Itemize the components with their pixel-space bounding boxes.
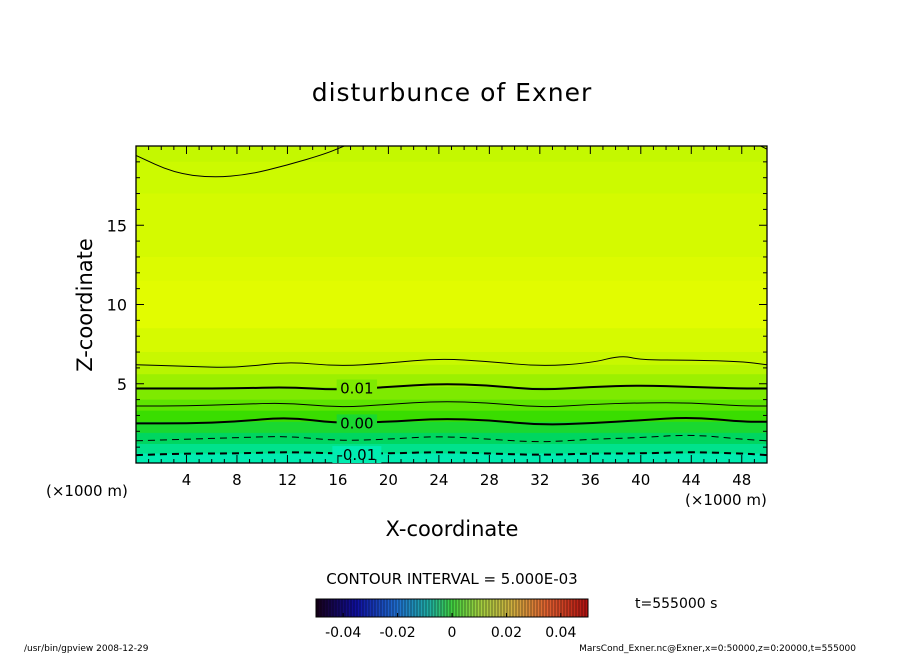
time-text: t=555000 s [635,596,717,612]
y-axis-label: Z-coordinate [73,238,97,372]
x-tick-label: 28 [480,471,499,489]
colorbar-tick-label: -0.02 [379,625,415,641]
x-axis-label: X-coordinate [386,517,519,541]
x-tick-label: 44 [682,471,701,489]
plot-area [136,146,767,463]
x-tick-label: 36 [581,471,600,489]
fill-band [136,374,767,388]
contour-label-bg [336,379,378,397]
fill-band [136,193,767,258]
chart-title: disturbunce of Exner [312,78,593,107]
fill-band [136,432,767,445]
contour-line [136,356,767,368]
contour-label: 0.01 [340,380,373,398]
contour-line [136,451,767,457]
fill-band [136,328,767,353]
contour-line [136,416,767,426]
colorbar-tick-label: 0.02 [491,625,522,641]
fill-band [136,453,767,463]
contour-label-bg [332,446,382,464]
y-tick-label: 5 [117,375,127,394]
x-tick-label: 24 [429,471,448,489]
colorbar: -0.04 -0.02 0 0.02 0.04 [315,598,589,641]
fill-band [136,161,767,195]
fill-band [136,280,767,329]
fill-band [136,386,767,401]
x-tick-label: 48 [732,471,751,489]
x-tick-label: 4 [182,471,192,489]
contour-line [136,434,767,443]
contour-line [136,401,767,408]
fill-band [136,352,767,366]
fill-band [136,399,767,412]
footer-left: /usr/bin/gpview 2008-12-29 [24,644,149,654]
colorbar-tick-label: -0.04 [325,625,361,641]
fill-band [136,421,767,434]
x-unit-left: (×1000 m) [46,482,128,500]
colorbar-tick-label: 0.04 [545,625,576,641]
colorbar-gradient [316,599,588,617]
fill-band [136,410,767,423]
x-tick-label: 12 [278,471,297,489]
x-tick-label: 8 [232,471,242,489]
contour-label-bg [336,414,378,432]
contour-line [136,146,345,178]
x-unit-right: (×1000 m) [685,491,767,509]
fill-band [136,364,767,375]
fill-band [136,146,767,163]
x-tick-label: 32 [530,471,549,489]
y-tick-label: 15 [107,216,127,235]
y-tick-label: 10 [107,296,127,315]
colorbar-tick-label: 0 [448,625,457,641]
x-tick-label: 16 [328,471,347,489]
contour-label: -0.01 [337,446,376,464]
contour-interval-text: CONTOUR INTERVAL = 5.000E-03 [326,570,577,588]
footer-right: MarsCond_Exner.nc@Exner,x=0:50000,z=0:20… [579,644,856,654]
contour-label: 0.00 [340,414,373,432]
x-tick-label: 20 [379,471,398,489]
fill-band [136,443,767,455]
fill-band [136,256,767,282]
x-tick-label: 40 [631,471,650,489]
contour-line [136,383,767,391]
